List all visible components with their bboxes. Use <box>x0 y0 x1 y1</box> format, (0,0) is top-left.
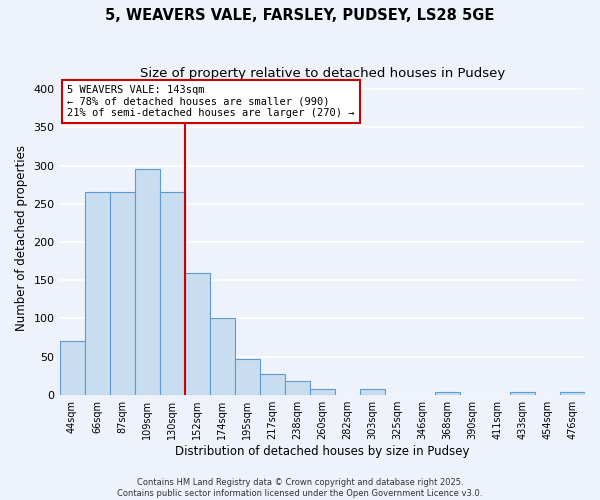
X-axis label: Distribution of detached houses by size in Pudsey: Distribution of detached houses by size … <box>175 444 470 458</box>
Bar <box>360 388 385 394</box>
Bar <box>209 318 235 394</box>
Text: 5, WEAVERS VALE, FARSLEY, PUDSEY, LS28 5GE: 5, WEAVERS VALE, FARSLEY, PUDSEY, LS28 5… <box>106 8 494 22</box>
Bar <box>510 392 535 394</box>
Bar <box>285 381 310 394</box>
Bar <box>235 359 260 394</box>
Text: Contains HM Land Registry data © Crown copyright and database right 2025.
Contai: Contains HM Land Registry data © Crown c… <box>118 478 482 498</box>
Bar <box>310 388 335 394</box>
Title: Size of property relative to detached houses in Pudsey: Size of property relative to detached ho… <box>140 68 505 80</box>
Bar <box>260 374 285 394</box>
Bar <box>435 392 460 394</box>
Bar <box>160 192 185 394</box>
Bar <box>110 192 134 394</box>
Bar <box>134 170 160 394</box>
Bar <box>185 272 209 394</box>
Bar <box>85 192 110 394</box>
Text: 5 WEAVERS VALE: 143sqm
← 78% of detached houses are smaller (990)
21% of semi-de: 5 WEAVERS VALE: 143sqm ← 78% of detached… <box>67 85 355 118</box>
Bar <box>560 392 585 394</box>
Bar <box>59 342 85 394</box>
Y-axis label: Number of detached properties: Number of detached properties <box>15 145 28 331</box>
